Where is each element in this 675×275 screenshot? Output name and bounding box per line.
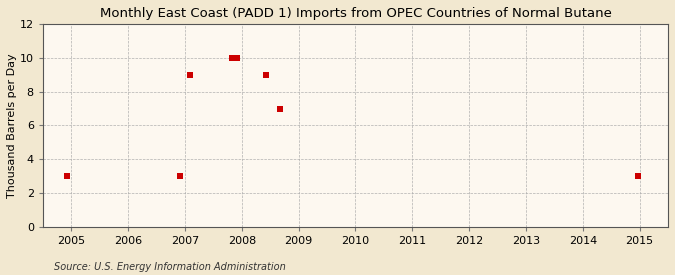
Point (261, 73, 271, 77)
Point (184, 73, 195, 77)
Point (227, 56, 238, 60)
Point (632, 174, 643, 178)
Point (61, 174, 72, 178)
Point (175, 174, 186, 178)
Point (232, 56, 242, 60)
Text: Source: U.S. Energy Information Administration: Source: U.S. Energy Information Administ… (54, 262, 286, 272)
Y-axis label: Thousand Barrels per Day: Thousand Barrels per Day (7, 53, 17, 198)
Point (275, 106, 286, 111)
Title: Monthly East Coast (PADD 1) Imports from OPEC Countries of Normal Butane: Monthly East Coast (PADD 1) Imports from… (99, 7, 612, 20)
